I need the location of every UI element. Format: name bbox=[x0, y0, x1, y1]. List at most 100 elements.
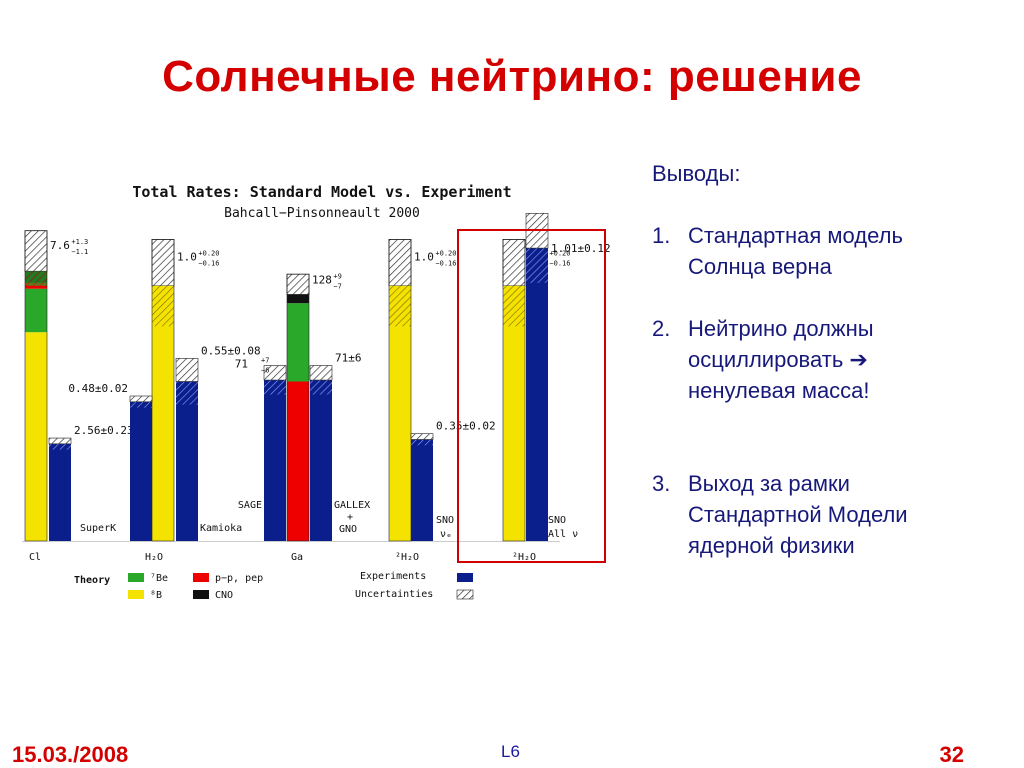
conclusion-item: 3. Выход за рамки Стандартной Модели яде… bbox=[652, 468, 1012, 561]
experiment-value-label: 2.56±0.23 bbox=[74, 424, 134, 437]
detector-label: All ν bbox=[548, 529, 578, 540]
theory-value-label: 1.0 bbox=[177, 250, 197, 263]
detector-label: GALLEX bbox=[334, 500, 370, 511]
experiment-value-label: 0.48±0.02 bbox=[68, 382, 128, 395]
conclusion-line: Стандартная модель bbox=[688, 223, 903, 248]
legend-swatch-uncertainties bbox=[456, 589, 474, 600]
conclusion-line: осциллировать ➔ bbox=[688, 347, 868, 372]
experiment-value-label: 0.55±0.08 bbox=[201, 344, 261, 357]
experiment-uncertainty-top bbox=[309, 365, 333, 381]
theory-value-label-sup: +1.3 bbox=[71, 238, 88, 246]
theory-value-label-sup: +0.20 bbox=[435, 249, 456, 257]
experiment-value-label: 0.35±0.02 bbox=[436, 420, 496, 433]
theory-value-label-sub: −0.16 bbox=[549, 259, 570, 267]
theory-bar-segment-b8 bbox=[503, 285, 525, 541]
legend-swatch-be7 bbox=[128, 573, 144, 582]
conclusion-number: 2. bbox=[652, 316, 671, 341]
detector-label: SNO bbox=[436, 515, 454, 526]
theory-value-label: 1.0 bbox=[414, 250, 434, 263]
footer-lecture-label: L6 bbox=[501, 742, 520, 761]
legend-label: ⁸B bbox=[150, 590, 162, 601]
experiment-bar bbox=[176, 381, 198, 541]
experiment-value-label: 71±6 bbox=[335, 352, 362, 365]
theory-value-label-sub: −7 bbox=[333, 282, 341, 290]
experiment-bar bbox=[526, 248, 548, 541]
experiment-value-label: 1.01±0.12 bbox=[551, 242, 611, 255]
group-label: H₂O bbox=[145, 552, 163, 563]
legend-swatch-experiments bbox=[457, 573, 473, 582]
experiment-bar bbox=[411, 439, 433, 541]
theory-bar-segment-b8 bbox=[25, 332, 47, 541]
theory-bar-outline bbox=[388, 239, 412, 542]
conclusion-item: 1. Стандартная модель Солнца верна bbox=[652, 220, 1012, 282]
theory-value-label-sub: −1.1 bbox=[71, 248, 88, 256]
theory-bar-outline bbox=[24, 230, 48, 542]
detector-label: SAGE bbox=[238, 500, 262, 511]
footer-date: 15.03./2008 bbox=[12, 742, 129, 767]
sno-highlight-box bbox=[457, 229, 606, 563]
theory-bar-outline bbox=[151, 239, 175, 542]
experiment-uncertainty-top bbox=[129, 395, 153, 403]
theory-bar-segment-b8 bbox=[389, 285, 411, 541]
experiment-bar bbox=[264, 380, 286, 541]
theory-uncertainty-band bbox=[388, 238, 412, 287]
theory-bar-segment-be7 bbox=[287, 303, 309, 382]
experiment-value-label: 71 bbox=[235, 358, 248, 371]
theory-bar-segment-be7 bbox=[25, 288, 47, 333]
legend-theory-label: Theory bbox=[74, 575, 110, 586]
slide-title: Солнечные нейтрино: решение bbox=[162, 52, 862, 101]
theory-inner-uncertainty bbox=[152, 285, 174, 327]
legend-label: p−p, pep bbox=[215, 573, 263, 584]
experiment-value-label-sub: −6 bbox=[261, 367, 269, 375]
theory-uncertainty-band bbox=[286, 273, 310, 295]
footer-page-number: 32 bbox=[939, 742, 964, 767]
experiment-bar bbox=[130, 401, 152, 541]
theory-bar-outline bbox=[502, 239, 526, 542]
conclusion-line: Солнца верна bbox=[688, 254, 832, 279]
theory-value-label-sub: −0.16 bbox=[435, 259, 456, 267]
theory-value-label: 128 bbox=[312, 273, 332, 286]
legend-swatch-pp bbox=[193, 573, 209, 582]
theory-bar-segment-pp bbox=[287, 381, 309, 541]
experiment-uncertainty-top bbox=[410, 433, 434, 440]
chart-subtitle: Bahcall−Pinsonneault 2000 bbox=[224, 206, 420, 221]
legend-swatch-b8 bbox=[128, 590, 144, 599]
experiment-value-label-sup: +7 bbox=[261, 357, 269, 365]
theory-value-label: 7.6 bbox=[50, 239, 70, 252]
theory-value-label-sup: +0.20 bbox=[198, 249, 219, 257]
detector-label: νₑ bbox=[440, 529, 452, 540]
detector-label: GNO bbox=[339, 524, 357, 535]
conclusions-heading: Выводы: bbox=[652, 161, 741, 186]
experiment-uncertainty-top bbox=[48, 437, 72, 445]
conclusion-line: Выход за рамки bbox=[688, 471, 850, 496]
detector-label: SNO bbox=[548, 515, 566, 526]
group-label: ²H₂O bbox=[395, 552, 419, 563]
experiment-bar bbox=[310, 380, 332, 541]
legend-label: CNO bbox=[215, 590, 233, 601]
chart-title: Total Rates: Standard Model vs. Experime… bbox=[132, 183, 511, 201]
conclusion-number: 3. bbox=[652, 471, 671, 496]
group-label: Ga bbox=[291, 552, 303, 563]
theory-inner-uncertainty bbox=[25, 271, 47, 286]
theory-bar-segment-cno bbox=[287, 294, 309, 304]
theory-value-label-sup: +9 bbox=[333, 272, 341, 280]
conclusions-panel: Выводы: 1. Стандартная модель Солнца вер… bbox=[652, 158, 1012, 592]
conclusion-number: 1. bbox=[652, 223, 671, 248]
theory-inner-uncertainty bbox=[503, 285, 525, 327]
experiment-uncertainty-top bbox=[263, 365, 287, 381]
conclusion-line: Нейтрино должны bbox=[688, 316, 874, 341]
conclusion-line: ядерной физики bbox=[688, 533, 855, 558]
legend-uncertainties-label: Uncertainties bbox=[355, 589, 433, 600]
theory-bar-outline bbox=[286, 273, 310, 542]
theory-inner-uncertainty bbox=[389, 285, 411, 327]
theory-uncertainty-band bbox=[151, 238, 175, 287]
detector-label: + bbox=[347, 512, 353, 523]
experiment-uncertainty-top bbox=[175, 357, 199, 382]
detector-label: Kamioka bbox=[200, 523, 242, 534]
legend-label: ⁷Be bbox=[150, 573, 168, 584]
theory-bar-segment-b8 bbox=[152, 285, 174, 541]
detector-label: SuperK bbox=[80, 523, 116, 534]
conclusion-item: 2. Нейтрино должны осциллировать ➔ ненул… bbox=[652, 313, 1012, 406]
conclusion-line: Стандартной Модели bbox=[688, 502, 908, 527]
theory-uncertainty-band bbox=[24, 230, 48, 272]
